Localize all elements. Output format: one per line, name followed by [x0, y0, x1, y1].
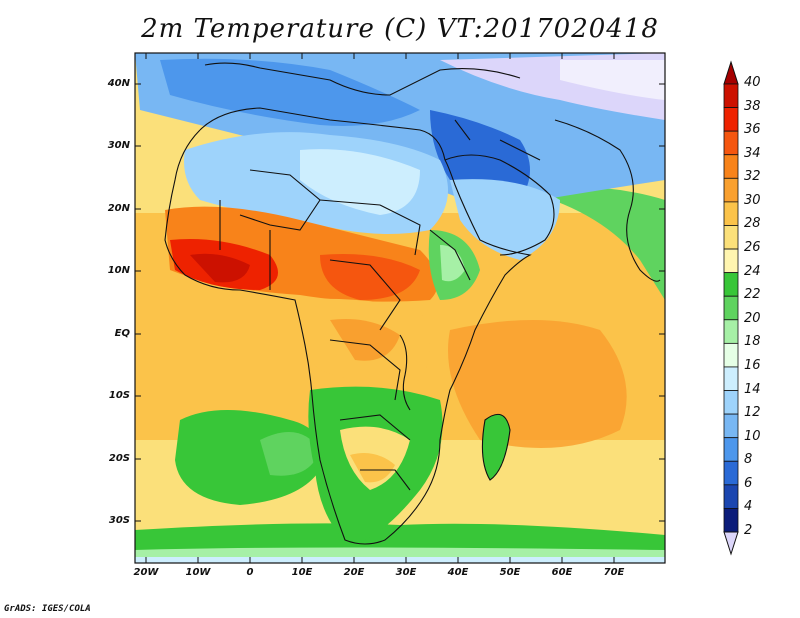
- colorbar-swatch: [723, 319, 739, 344]
- colorbar-label: 2: [744, 523, 753, 538]
- colorbar-label: 6: [744, 475, 753, 491]
- y-tick-label: 40N: [107, 78, 130, 89]
- colorbar-label: 24: [744, 263, 761, 279]
- x-tick-label: 70E: [603, 567, 625, 578]
- colorbar-label: 18: [744, 334, 761, 350]
- colorbar-label: 36: [744, 122, 761, 138]
- colorbar-swatch: [723, 413, 739, 439]
- colorbar-swatch: [723, 225, 739, 250]
- colorbar-swatch: [723, 390, 739, 415]
- colorbar-label: 12: [744, 405, 761, 421]
- x-tick-label: 30E: [395, 567, 417, 578]
- y-tick-label: 10N: [107, 265, 130, 276]
- plot-frame: [134, 52, 666, 564]
- colorbar-swatch: [723, 484, 739, 509]
- axis-ticks: [135, 53, 665, 563]
- colorbar-label: 22: [744, 287, 761, 303]
- y-tick-label: EQ: [114, 328, 130, 339]
- colorbar-swatch: [723, 295, 739, 321]
- x-tick-label: 50E: [499, 567, 521, 578]
- x-tick-label: 0: [246, 567, 254, 578]
- colorbar-label: 26: [744, 240, 761, 256]
- map-title: 2m Temperature (C) VT:2017020418: [141, 14, 659, 44]
- colorbar-swatch: [723, 272, 739, 297]
- colorbar-label: 10: [744, 428, 761, 444]
- y-tick-label: 30N: [107, 140, 130, 151]
- colorbar-label: 40: [744, 75, 761, 90]
- colorbar-swatch: [723, 107, 739, 132]
- colorbar-label: 20: [744, 310, 761, 326]
- colorbar-bottom-arrow: [723, 531, 739, 556]
- colorbar-label: 16: [744, 357, 761, 373]
- x-tick-label: 20W: [133, 567, 159, 578]
- colorbar-swatch: [723, 83, 739, 108]
- y-tick-label: 10S: [108, 390, 130, 401]
- colorbar-label: 28: [744, 216, 761, 232]
- colorbar-swatch: [723, 177, 739, 203]
- credit-label: GrADS: IGES/COLA: [4, 604, 91, 614]
- colorbar-top-arrow: [723, 60, 739, 85]
- colorbar-swatch: [723, 130, 739, 156]
- colorbar-label: 8: [744, 452, 753, 468]
- y-tick-label: 30S: [108, 515, 130, 526]
- madagascar: [482, 414, 510, 480]
- colorbar-label: 30: [744, 192, 761, 208]
- coastlines: [164, 62, 661, 545]
- colorbar-swatch: [723, 342, 739, 368]
- colorbar-swatch: [723, 437, 739, 462]
- colorbar-swatch: [723, 201, 739, 226]
- colorbar-swatch: [723, 154, 739, 179]
- colorbar-label: 34: [744, 145, 761, 161]
- colorbar-swatch: [723, 460, 739, 486]
- colorbar: [723, 60, 739, 556]
- x-tick-label: 60E: [551, 567, 573, 578]
- colorbar-label: 4: [744, 499, 753, 515]
- x-tick-label: 40E: [447, 567, 469, 578]
- colorbar-label: 14: [744, 381, 761, 397]
- y-tick-label: 20N: [107, 203, 130, 214]
- colorbar-swatch: [723, 508, 739, 533]
- x-tick-label: 10W: [185, 567, 211, 578]
- colorbar-label: 32: [744, 169, 761, 185]
- x-tick-label: 20E: [343, 567, 365, 578]
- x-tick-label: 10E: [291, 567, 313, 578]
- colorbar-label: 38: [744, 98, 761, 114]
- colorbar-swatch: [723, 366, 739, 391]
- y-tick-label: 20S: [108, 453, 130, 464]
- colorbar-swatch: [723, 248, 739, 274]
